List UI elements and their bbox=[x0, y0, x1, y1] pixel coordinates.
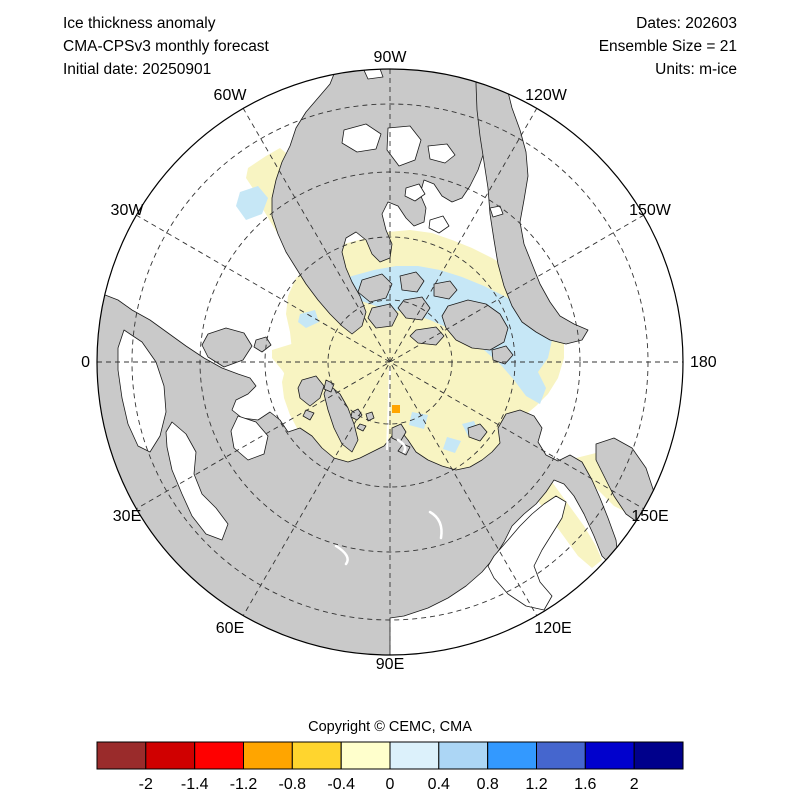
colorbar-tick-10: 2 bbox=[630, 776, 639, 793]
rivers bbox=[334, 438, 443, 566]
colorbar-cell-1 bbox=[145, 741, 196, 770]
colorbar-tick-6: 0.4 bbox=[428, 776, 450, 793]
colorbar-cell-11 bbox=[633, 741, 684, 770]
lon-label-90e: 90E bbox=[376, 656, 404, 673]
colorbar-ticks: -2 -1.4 -1.2 -0.8 -0.4 0 0.4 0.8 1.2 1.6… bbox=[139, 776, 639, 793]
bay-hudson-b bbox=[386, 125, 422, 167]
bay-foxe bbox=[427, 143, 456, 164]
land-archipelago-1 bbox=[357, 273, 393, 303]
colorbar-cell-4 bbox=[291, 741, 342, 770]
colorbar-cell-0 bbox=[96, 741, 147, 770]
river-2 bbox=[334, 544, 349, 566]
meridian-60 bbox=[242, 107, 538, 617]
land-canada-alaska-strip bbox=[475, 69, 589, 345]
colorbar-tick-9: 1.6 bbox=[574, 776, 596, 793]
lon-label-120w: 120W bbox=[525, 87, 568, 104]
lon-label-150w: 150W bbox=[629, 202, 672, 219]
ice-anomaly-blue-laptev-1 bbox=[409, 412, 428, 429]
river-1 bbox=[428, 510, 443, 540]
land-banks-victoria bbox=[441, 299, 509, 351]
colorbar-cell-8 bbox=[487, 741, 538, 770]
ensemble-size: Ensemble Size = 21 bbox=[598, 38, 737, 55]
colorbar-tick-1: -1.4 bbox=[181, 776, 209, 793]
model-name: CMA-CPSv3 monthly forecast bbox=[63, 38, 269, 55]
bay-boothia-2 bbox=[428, 215, 450, 234]
map-boundary-circle bbox=[96, 68, 684, 656]
ice-anomaly-blue-nw-greenland bbox=[236, 186, 268, 220]
colorbar-tick-5: 0 bbox=[386, 776, 395, 793]
ice-anomaly-blue-svalbard-north bbox=[298, 310, 319, 328]
land-archipelago-6 bbox=[433, 280, 458, 300]
lake-mackenzie bbox=[489, 205, 504, 218]
lon-label-60w: 60W bbox=[214, 87, 248, 104]
colorbar-tick-0: -2 bbox=[139, 776, 153, 793]
land-archipelago-4 bbox=[397, 296, 431, 321]
header-left: Ice thickness anomaly CMA-CPSv3 monthly … bbox=[63, 12, 269, 81]
sea-white-sea bbox=[230, 415, 269, 461]
land-svalbard bbox=[297, 375, 325, 407]
colorbar-cell-5 bbox=[340, 741, 391, 770]
lon-label-0: 0 bbox=[81, 354, 90, 371]
land-iceland bbox=[201, 327, 253, 368]
land-archipelago-5 bbox=[409, 326, 445, 346]
units-label: Units: m-ice bbox=[655, 61, 737, 78]
meridian-150 bbox=[135, 214, 645, 510]
graticule bbox=[97, 69, 683, 655]
lon-label-60e: 60E bbox=[216, 620, 244, 637]
ice-anomaly-orange-spot bbox=[392, 405, 400, 413]
land-svalbard-islet-2 bbox=[302, 409, 315, 421]
pole-data-seam bbox=[386, 367, 391, 451]
colorbar-cell-6 bbox=[389, 741, 440, 770]
lon-label-90w: 90W bbox=[374, 49, 408, 66]
colorbar-cell-7 bbox=[438, 741, 489, 770]
longitude-labels: 90W 120W 150W 180 150E 120E 90E 60E 30E … bbox=[81, 49, 717, 673]
bay-boothia-1 bbox=[404, 183, 426, 202]
lon-label-30e: 30E bbox=[113, 508, 141, 525]
land-franz-josef-2 bbox=[365, 411, 375, 422]
colorbar: -2 -1.4 -1.2 -0.8 -0.4 0 0.4 0.8 1.2 1.6… bbox=[96, 741, 684, 793]
forecast-dates: Dates: 202603 bbox=[636, 15, 737, 32]
meridian-30 bbox=[135, 214, 645, 510]
meridian-120 bbox=[242, 107, 538, 617]
lon-label-150e: 150E bbox=[631, 508, 668, 525]
lon-label-180: 180 bbox=[690, 354, 717, 371]
land-wrangel bbox=[491, 345, 514, 365]
ice-anomaly-archipelago-blue bbox=[330, 266, 552, 404]
colorbar-cell-9 bbox=[536, 741, 586, 770]
header-right: Dates: 202603 Ensemble Size = 21 Units: … bbox=[599, 12, 737, 81]
land-archipelago-3 bbox=[399, 271, 425, 293]
land-franz-josef-3 bbox=[356, 423, 367, 432]
colorbar-cells bbox=[96, 741, 684, 770]
ice-anomaly-blue-laptev-2 bbox=[443, 437, 461, 453]
sea-baltic bbox=[165, 421, 229, 541]
land-new-siberian bbox=[467, 423, 488, 442]
bay-hudson-a bbox=[341, 123, 382, 153]
colorbar-tick-2: -1.2 bbox=[230, 776, 258, 793]
land-novaya-zemlya bbox=[323, 383, 359, 453]
map-area bbox=[97, 69, 683, 655]
colorbar-tick-7: 0.8 bbox=[477, 776, 499, 793]
land-severnaya-zemlya-1 bbox=[391, 423, 407, 443]
plot-title: Ice thickness anomaly bbox=[63, 15, 216, 32]
colorbar-tick-4: -0.4 bbox=[327, 776, 355, 793]
sea-okhotsk bbox=[487, 495, 567, 611]
colorbar-tick-3: -0.8 bbox=[279, 776, 307, 793]
colorbar-cell-2 bbox=[194, 741, 245, 770]
initial-date: Initial date: 20250901 bbox=[63, 61, 212, 78]
land-greenland-canada bbox=[271, 69, 501, 335]
colorbar-tick-8: 1.2 bbox=[525, 776, 547, 793]
river-3 bbox=[396, 438, 407, 454]
lon-label-30w: 30W bbox=[111, 202, 145, 219]
copyright-line: Copyright © CEMC, CMA bbox=[308, 719, 472, 735]
lon-label-120e: 120E bbox=[534, 620, 571, 637]
land-iceland-islet bbox=[253, 336, 272, 353]
colorbar-cell-10 bbox=[584, 741, 635, 770]
colorbar-cell-3 bbox=[243, 741, 293, 770]
